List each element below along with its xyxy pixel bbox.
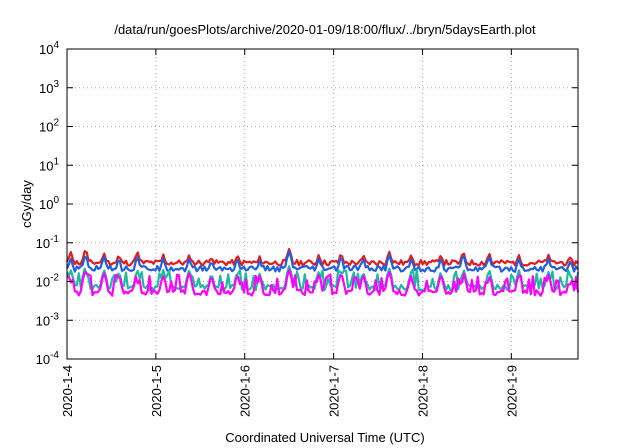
series-line-2	[65, 250, 579, 273]
x-tick-label: 2020-1-5	[149, 365, 164, 417]
y-tick-label: 10-2	[36, 273, 60, 290]
chart-title: /data/run/goesPlots/archive/2020-01-09/1…	[114, 22, 536, 37]
x-tick-label: 2020-1-8	[415, 365, 430, 417]
x-tick-label: 2020-1-7	[327, 365, 342, 417]
x-tick-label: 2020-1-6	[238, 365, 253, 417]
y-tick-label: 104	[39, 40, 59, 57]
x-tick-label: 2020-1-4	[60, 365, 75, 417]
y-axis-ticks: 10-4 10-3 10-2 10-1 100 101 102 103 104	[36, 40, 578, 367]
x-axis-label: Coordinated Universal Time (UTC)	[225, 430, 424, 445]
series-line-1	[65, 247, 579, 267]
y-tick-label: 10-3	[36, 311, 60, 328]
y-tick-label: 100	[39, 195, 59, 212]
y-tick-label: 102	[39, 118, 59, 135]
series-line-4	[66, 269, 580, 297]
y-tick-label: 10-1	[36, 234, 60, 251]
series-layer	[65, 247, 580, 297]
y-tick-label: 101	[39, 156, 59, 173]
y-axis-label: cGy/day	[19, 180, 34, 228]
y-tick-label: 103	[39, 79, 59, 96]
x-tick-label: 2020-1-9	[504, 365, 519, 417]
grid-lines	[67, 49, 578, 359]
y-tick-label: 10-4	[36, 350, 60, 367]
x-axis-ticks: 2020-1-4 2020-1-5 2020-1-6 2020-1-7 2020-1-8…	[60, 49, 519, 417]
